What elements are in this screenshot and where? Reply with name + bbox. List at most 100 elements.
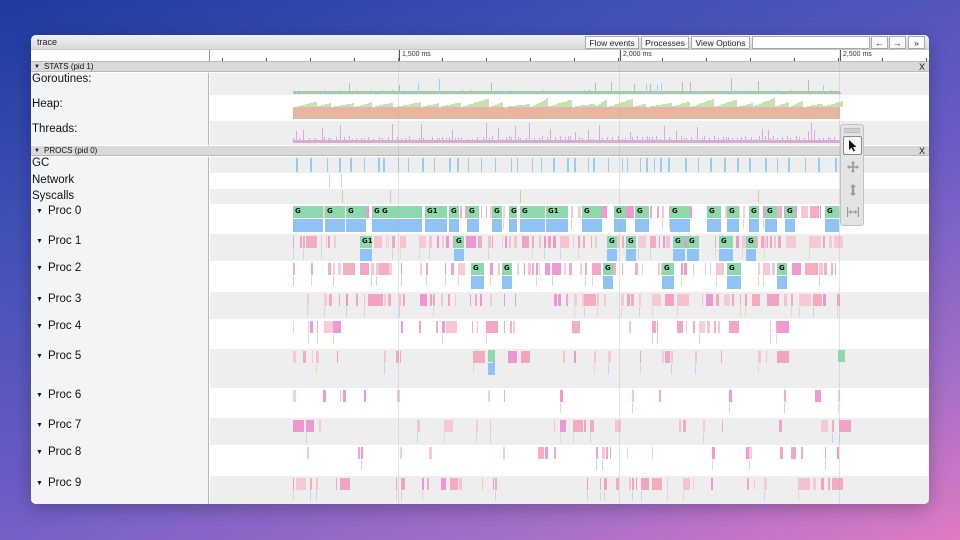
trace-slice[interactable] xyxy=(492,478,495,490)
trace-slice[interactable] xyxy=(676,307,678,317)
trace-slice[interactable] xyxy=(639,158,642,172)
trace-slice[interactable] xyxy=(787,102,790,107)
trace-slice[interactable] xyxy=(750,102,753,107)
trace-slice[interactable] xyxy=(520,351,531,363)
trace-slice[interactable] xyxy=(731,78,733,94)
trace-slice[interactable] xyxy=(568,263,572,275)
trace-slice[interactable] xyxy=(813,129,815,140)
trace-slice[interactable] xyxy=(601,460,603,470)
trace-slice[interactable] xyxy=(491,136,493,140)
trace-slice[interactable] xyxy=(762,276,764,286)
trace-slice[interactable] xyxy=(559,136,561,140)
expand-arrow-icon[interactable]: ▼ xyxy=(36,296,43,303)
trace-slice[interactable] xyxy=(435,321,438,333)
trace-slice[interactable] xyxy=(758,190,759,203)
trace-slice[interactable] xyxy=(425,206,447,218)
trace-slice[interactable] xyxy=(563,351,566,363)
trace-slice[interactable] xyxy=(799,294,812,306)
trace-slice[interactable] xyxy=(594,236,598,248)
proc-6-track[interactable] xyxy=(210,388,929,418)
search-input[interactable] xyxy=(752,36,870,49)
trace-slice[interactable] xyxy=(698,321,706,333)
trace-slice[interactable] xyxy=(324,137,325,140)
trace-slice[interactable] xyxy=(520,219,545,232)
trace-slice[interactable] xyxy=(514,105,517,107)
trace-slice[interactable] xyxy=(637,105,640,107)
trace-slice[interactable] xyxy=(505,236,507,248)
trace-slice[interactable] xyxy=(808,79,810,94)
trace-slice[interactable] xyxy=(333,334,335,344)
trace-slice[interactable] xyxy=(630,99,633,107)
trace-slice[interactable] xyxy=(764,249,766,259)
trace-slice[interactable] xyxy=(686,102,689,107)
trace-slice[interactable] xyxy=(791,307,793,317)
trace-slice[interactable] xyxy=(367,294,378,306)
trace-slice[interactable] xyxy=(398,84,400,94)
trace-slice[interactable] xyxy=(293,321,295,333)
trace-slice[interactable] xyxy=(539,236,541,248)
trace-slice[interactable] xyxy=(400,276,402,286)
trace-slice[interactable] xyxy=(471,276,484,289)
trace-slice[interactable] xyxy=(614,420,621,432)
trace-slice[interactable] xyxy=(813,294,822,306)
trace-slice[interactable] xyxy=(293,107,840,119)
trace-slice[interactable] xyxy=(582,219,602,232)
trace-slice[interactable] xyxy=(325,219,345,232)
trace-slice[interactable] xyxy=(383,158,385,172)
trace-slice[interactable] xyxy=(450,478,459,490)
trace-slice[interactable] xyxy=(391,90,393,94)
trace-slice[interactable] xyxy=(810,105,813,107)
trace-slice[interactable] xyxy=(839,91,841,94)
trace-slice[interactable] xyxy=(436,138,438,140)
trace-slice[interactable] xyxy=(400,321,404,333)
trace-slice[interactable] xyxy=(467,206,479,218)
trace-slice[interactable] xyxy=(762,92,764,94)
trace-slice[interactable] xyxy=(523,263,526,275)
trace-slice[interactable] xyxy=(656,136,658,140)
trace-slice[interactable] xyxy=(429,138,431,140)
trace-slice[interactable] xyxy=(809,249,810,259)
trace-slice[interactable] xyxy=(582,105,585,107)
trace-slice[interactable] xyxy=(785,236,797,248)
trace-slice[interactable] xyxy=(391,249,393,259)
trace-slice[interactable] xyxy=(724,102,727,107)
trace-slice[interactable] xyxy=(790,138,792,140)
trace-slice[interactable] xyxy=(560,91,562,94)
trace-slice[interactable] xyxy=(311,276,313,286)
trace-slice[interactable] xyxy=(323,321,334,333)
trace-slice[interactable] xyxy=(827,105,830,107)
trace-slice[interactable] xyxy=(725,206,729,218)
trace-slice[interactable] xyxy=(306,307,308,317)
trace-slice[interactable] xyxy=(537,102,540,107)
trace-slice[interactable] xyxy=(663,236,666,248)
trace-slice[interactable] xyxy=(398,105,401,107)
trace-slice[interactable] xyxy=(762,206,765,218)
trace-slice[interactable] xyxy=(787,136,789,140)
trace-slice[interactable] xyxy=(490,106,493,107)
trace-slice[interactable] xyxy=(649,83,651,94)
trace-slice[interactable] xyxy=(293,491,294,501)
trace-slice[interactable] xyxy=(443,105,446,107)
trace-slice[interactable] xyxy=(595,105,598,107)
trace-slice[interactable] xyxy=(490,263,494,275)
trace-slice[interactable] xyxy=(301,105,303,107)
trace-slice[interactable] xyxy=(683,138,685,140)
trace-slice[interactable] xyxy=(425,263,428,275)
trace-slice[interactable] xyxy=(453,103,456,107)
trace-slice[interactable] xyxy=(443,433,445,443)
trace-slice[interactable] xyxy=(357,447,361,459)
trace-slice[interactable] xyxy=(769,236,773,248)
trace-slice[interactable] xyxy=(662,263,674,275)
trace-slice[interactable] xyxy=(548,106,551,107)
trace-slice[interactable] xyxy=(311,263,314,275)
trace-slice[interactable] xyxy=(784,390,787,402)
trace-slice[interactable] xyxy=(452,129,454,140)
trace-slice[interactable] xyxy=(777,263,787,275)
trace-slice[interactable] xyxy=(421,124,423,140)
trace-slice[interactable] xyxy=(346,219,366,232)
trace-slice[interactable] xyxy=(346,92,348,94)
trace-slice[interactable] xyxy=(775,321,779,333)
trace-slice[interactable] xyxy=(822,84,824,94)
trace-slice[interactable] xyxy=(449,104,452,107)
trace-slice[interactable] xyxy=(729,390,732,402)
